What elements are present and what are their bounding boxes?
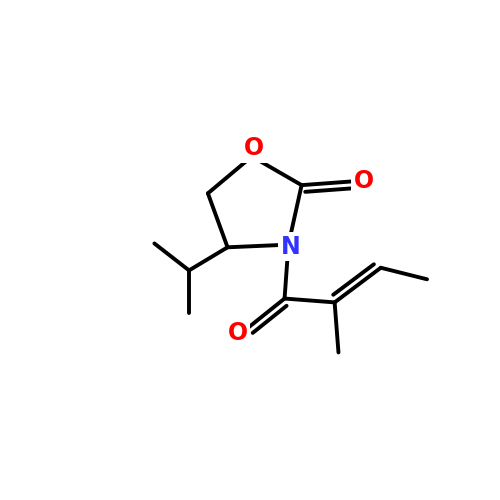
Text: N: N: [280, 234, 300, 258]
Text: O: O: [354, 170, 374, 194]
Text: O: O: [244, 136, 264, 160]
Text: O: O: [228, 321, 248, 345]
